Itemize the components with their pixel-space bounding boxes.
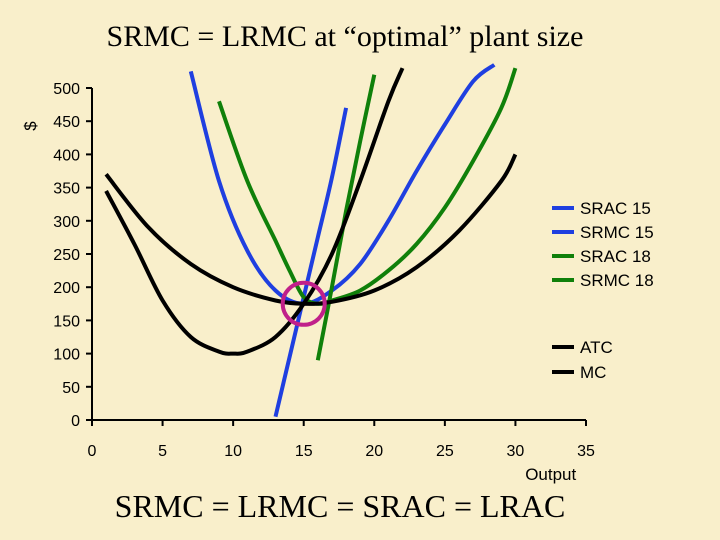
y-tick-label: 150	[53, 313, 80, 330]
y-tick-label: 450	[53, 114, 80, 131]
y-tick-label: 250	[53, 247, 80, 264]
y-tick-label: 500	[53, 81, 80, 98]
y-tick-label: 400	[53, 147, 80, 164]
x-tick-label: 15	[295, 443, 313, 460]
legend-label: ATC	[580, 338, 613, 357]
y-tick-label: 100	[53, 347, 80, 364]
legend-label: SRAC 18	[580, 247, 651, 266]
legend: SRAC 15 SRMC 15 SRAC 18 SRMC 18 ATC MC	[552, 199, 654, 382]
slide-title: SRMC = LRMC at “optimal” plant size	[106, 20, 584, 53]
series-srmc-18	[315, 74, 377, 361]
x-tick-label: 30	[507, 443, 525, 460]
series-srmc-15	[273, 107, 349, 418]
y-axis-label: $	[21, 121, 40, 131]
legend-label: SRAC 15	[580, 199, 651, 218]
annotation-layer	[280, 280, 327, 327]
series-srac-18	[217, 67, 518, 306]
y-tick-label: 350	[53, 181, 80, 198]
slide-footer: SRMC = LRMC = SRAC = LRAC	[114, 488, 566, 524]
legend-label: SRMC 18	[580, 271, 654, 290]
x-axis-label: Output	[525, 465, 576, 484]
x-tick-label: 20	[365, 443, 383, 460]
x-tick-label: 35	[577, 443, 595, 460]
legend-label: SRMC 15	[580, 223, 654, 242]
x-tick-label: 0	[88, 443, 97, 460]
series-srac-15	[188, 63, 496, 306]
y-tick-label: 0	[71, 413, 80, 430]
y-tick-label: 200	[53, 280, 80, 297]
axes: $ Output	[21, 88, 586, 484]
y-tick-label: 300	[53, 214, 80, 231]
ticks-layer: 0 50 100 150 200 250 300 350 400 450 500 0 5 10 15 20 25…	[53, 81, 595, 460]
curves-layer	[104, 63, 518, 418]
y-tick-label: 50	[62, 380, 80, 397]
x-tick-label: 5	[158, 443, 167, 460]
optimal-point-circle	[280, 280, 327, 327]
series-atc	[104, 153, 518, 306]
x-tick-label: 25	[436, 443, 454, 460]
legend-label: MC	[580, 363, 606, 382]
x-tick-label: 10	[224, 443, 242, 460]
series-mc	[104, 67, 405, 356]
